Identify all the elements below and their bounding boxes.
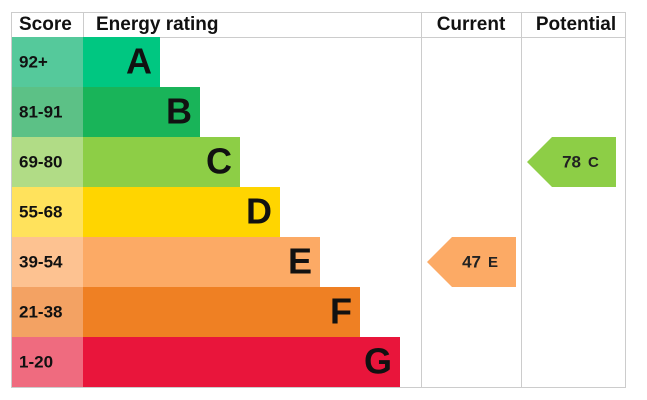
current-arrow	[427, 237, 516, 287]
header-current: Current	[437, 14, 506, 35]
potential-letter: C	[588, 154, 599, 171]
band-letter: B	[166, 91, 192, 132]
band-score: 92+	[19, 52, 48, 71]
band-bar	[83, 87, 200, 137]
band-letter: F	[330, 291, 352, 332]
header-potential: Potential	[536, 14, 616, 35]
band-letter: D	[246, 191, 272, 232]
score-cell	[12, 337, 83, 387]
score-cell	[12, 137, 83, 187]
band-score: 81-91	[19, 102, 62, 121]
band-score: 39-54	[19, 252, 63, 271]
potential-arrow	[527, 137, 616, 187]
band-score: 55-68	[19, 202, 62, 221]
band-bar	[83, 337, 400, 387]
score-cell	[12, 87, 83, 137]
band-bar	[83, 37, 160, 87]
score-cell	[12, 187, 83, 237]
frame	[11, 12, 626, 388]
band-bar	[83, 237, 320, 287]
current-value: 47	[462, 252, 481, 271]
band-bar	[83, 137, 240, 187]
band-letter: E	[288, 241, 312, 282]
band-bar	[83, 287, 360, 337]
score-cell	[12, 237, 83, 287]
band-letter: A	[126, 41, 152, 82]
band-letter: G	[364, 341, 392, 382]
score-cell	[12, 287, 83, 337]
potential-value: 78	[562, 152, 581, 171]
header-score: Score	[19, 14, 72, 35]
band-letter: C	[206, 141, 232, 182]
current-letter: E	[488, 254, 498, 271]
band-score: 1-20	[19, 352, 53, 371]
score-cell	[12, 37, 83, 87]
band-score: 69-80	[19, 152, 62, 171]
header-rating: Energy rating	[96, 14, 218, 35]
band-bar	[83, 187, 280, 237]
band-score: 21-38	[19, 302, 62, 321]
